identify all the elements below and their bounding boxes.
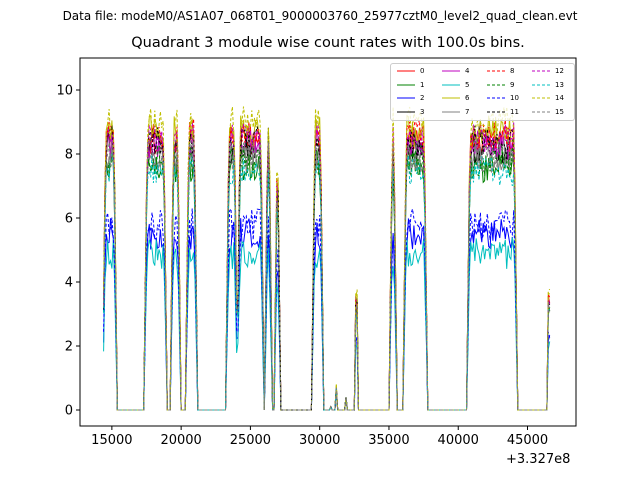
legend-label: 13 bbox=[555, 80, 564, 89]
legend-swatch bbox=[397, 97, 415, 99]
legend-swatch bbox=[442, 84, 460, 85]
legend-item-14: 14 bbox=[532, 92, 564, 104]
legend-swatch bbox=[397, 111, 415, 112]
legend-label: 7 bbox=[465, 107, 470, 116]
legend-swatch bbox=[532, 111, 550, 112]
legend-swatch bbox=[532, 97, 550, 99]
x-tick-label: 20000 bbox=[160, 433, 201, 448]
legend-swatch bbox=[442, 97, 460, 99]
figure-suptitle: Data file: modeM0/AS1A07_068T01_90000037… bbox=[62, 9, 578, 23]
legend-label: 5 bbox=[465, 80, 470, 89]
legend-label: 6 bbox=[465, 94, 470, 102]
legend-label: 14 bbox=[555, 94, 564, 102]
y-tick-label: 8 bbox=[65, 148, 73, 163]
legend-item-11: 11 bbox=[487, 106, 519, 118]
legend-item-0: 0 bbox=[397, 65, 424, 77]
legend-swatch bbox=[442, 70, 460, 72]
x-tick-label: 35000 bbox=[368, 433, 409, 448]
chart-title: Quadrant 3 module wise count rates with … bbox=[131, 35, 525, 51]
chart-legend: 0 1 2 3 4 5 6 7 8 9 10 11 12 13 14 15 bbox=[390, 63, 575, 121]
y-tick-label: 2 bbox=[65, 340, 73, 355]
legend-label: 0 bbox=[420, 67, 425, 75]
plot-frame bbox=[79, 57, 577, 427]
legend-item-15: 15 bbox=[532, 106, 564, 118]
legend-item-2: 2 bbox=[397, 92, 424, 104]
series-line-10 bbox=[103, 207, 551, 411]
legend-label: 12 bbox=[555, 67, 564, 75]
legend-label: 2 bbox=[420, 94, 425, 102]
legend-label: 10 bbox=[510, 94, 519, 102]
legend-item-8: 8 bbox=[487, 65, 514, 77]
legend-item-1: 1 bbox=[397, 79, 424, 91]
legend-swatch bbox=[397, 70, 415, 72]
legend-swatch bbox=[487, 84, 505, 85]
legend-item-5: 5 bbox=[442, 79, 469, 91]
legend-item-12: 12 bbox=[532, 65, 564, 77]
legend-item-3: 3 bbox=[397, 106, 424, 118]
legend-swatch bbox=[532, 84, 550, 85]
legend-label: 3 bbox=[420, 107, 425, 116]
x-tick-label: 25000 bbox=[230, 433, 271, 448]
legend-item-4: 4 bbox=[442, 65, 469, 77]
legend-swatch bbox=[532, 70, 550, 72]
y-tick-label: 0 bbox=[65, 404, 73, 419]
legend-label: 15 bbox=[555, 107, 564, 116]
legend-label: 4 bbox=[465, 67, 470, 75]
x-axis-offset-label: +3.327e8 bbox=[506, 452, 571, 467]
y-tick-label: 10 bbox=[56, 84, 73, 99]
legend-swatch bbox=[397, 84, 415, 85]
legend-label: 1 bbox=[420, 80, 425, 89]
legend-swatch bbox=[487, 97, 505, 99]
legend-swatch bbox=[442, 111, 460, 112]
legend-item-6: 6 bbox=[442, 92, 469, 104]
legend-swatch bbox=[487, 70, 505, 72]
y-tick-label: 4 bbox=[65, 276, 73, 291]
x-tick-label: 15000 bbox=[91, 433, 132, 448]
legend-item-13: 13 bbox=[532, 79, 564, 91]
legend-item-10: 10 bbox=[487, 92, 519, 104]
x-axis-ticks: 15000 20000 25000 30000 35000 40000 45000 bbox=[91, 426, 548, 448]
series-line-15 bbox=[103, 138, 551, 411]
legend-label: 9 bbox=[510, 80, 515, 89]
legend-swatch bbox=[487, 111, 505, 112]
series-lines bbox=[103, 106, 551, 411]
y-axis-ticks: 0 2 4 6 8 10 bbox=[56, 84, 80, 419]
legend-item-9: 9 bbox=[487, 79, 514, 91]
x-tick-label: 45000 bbox=[507, 433, 548, 448]
legend-item-7: 7 bbox=[442, 106, 469, 118]
y-tick-label: 6 bbox=[65, 212, 73, 227]
x-tick-label: 30000 bbox=[299, 433, 340, 448]
legend-label: 8 bbox=[510, 67, 515, 75]
legend-label: 11 bbox=[510, 107, 519, 116]
x-tick-label: 40000 bbox=[438, 433, 479, 448]
